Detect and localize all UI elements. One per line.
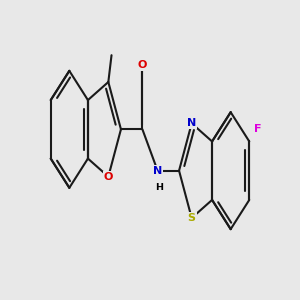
Text: N: N [153,166,162,176]
Text: S: S [188,213,196,223]
Text: O: O [138,60,147,70]
Text: H: H [155,183,163,192]
Text: O: O [103,172,113,182]
Text: F: F [254,124,261,134]
Text: N: N [187,118,196,128]
